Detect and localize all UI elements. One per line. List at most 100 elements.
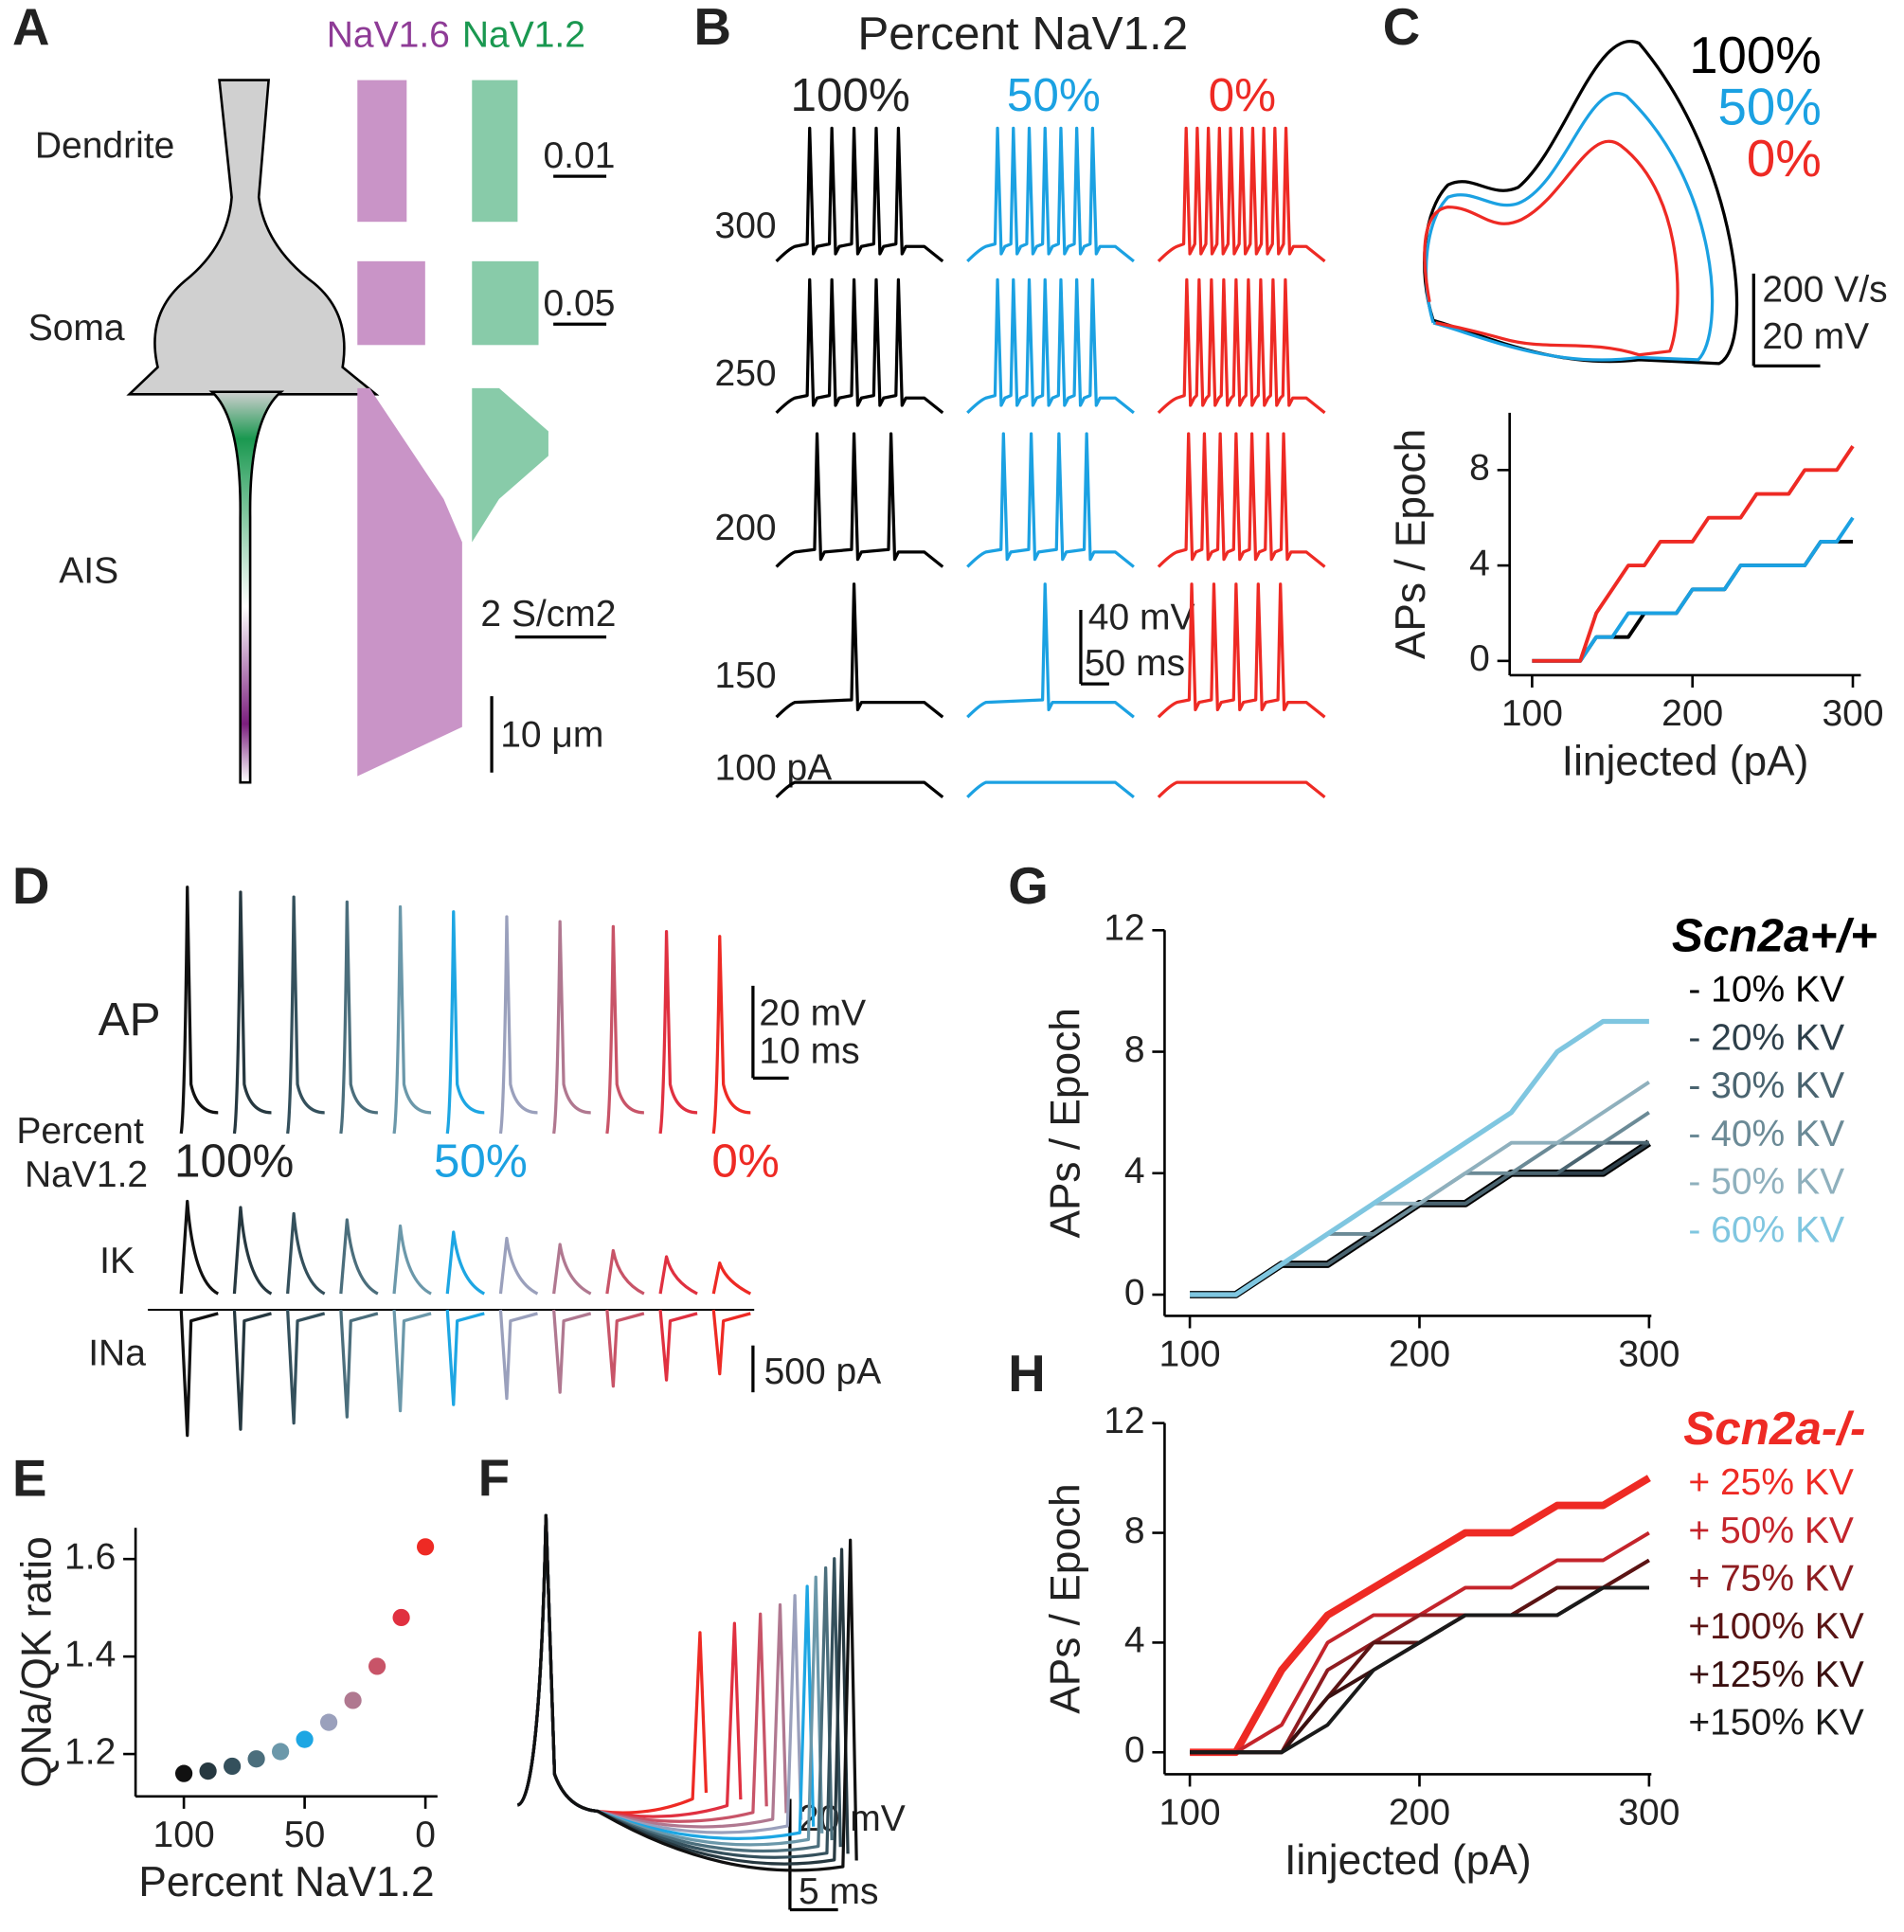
- series-line: [1532, 516, 1855, 663]
- y-axis-label: APs / Epoch: [1043, 1008, 1089, 1238]
- point: [296, 1730, 314, 1748]
- y-axis-label: APs / Epoch: [1043, 1483, 1089, 1713]
- series-line: [1190, 1141, 1650, 1297]
- legend-entry: + 75% KV: [1688, 1558, 1854, 1599]
- row-label: 200: [715, 508, 777, 548]
- panel-label: F: [478, 1450, 510, 1508]
- scale-label: 200 V/s: [1762, 270, 1887, 311]
- point: [344, 1691, 362, 1709]
- column-label: 50%: [434, 1136, 528, 1188]
- legend-entry: - 50% KV: [1688, 1162, 1844, 1203]
- series-line: [1190, 1475, 1651, 1757]
- trace: [966, 432, 1135, 568]
- y-tick-label: 8: [1124, 1511, 1145, 1551]
- y-tick-label: 1.4: [64, 1634, 116, 1674]
- trace: [775, 432, 944, 568]
- region-label: Dendrite: [35, 125, 174, 166]
- y-tick-label: 4: [1469, 543, 1490, 583]
- x-axis-label: Iinjected (pA): [1284, 1837, 1532, 1884]
- column-label: 0%: [711, 1136, 779, 1188]
- point: [271, 1743, 290, 1761]
- panel-label: G: [1008, 857, 1049, 915]
- x-tick-label: 300: [1618, 1793, 1679, 1834]
- x-tick-label: 0: [415, 1815, 436, 1855]
- trace: [179, 1199, 220, 1296]
- legend-entry: - 40% KV: [1688, 1114, 1844, 1154]
- trace: [605, 1248, 645, 1296]
- point: [368, 1657, 386, 1675]
- trace: [1157, 277, 1326, 415]
- x-tick-label: 200: [1389, 1334, 1450, 1375]
- trace: [711, 1309, 751, 1376]
- trace: [1157, 780, 1326, 799]
- trace: [445, 1309, 485, 1406]
- legend-entry: 0%: [1747, 130, 1822, 188]
- scale-label: 50 ms: [1085, 643, 1185, 684]
- trace: [1424, 92, 1715, 362]
- trace: [445, 910, 485, 1135]
- point: [247, 1750, 265, 1768]
- scale-label: 0.01: [543, 135, 615, 176]
- trace: [232, 1206, 273, 1296]
- point: [174, 1764, 193, 1782]
- point: [199, 1762, 217, 1780]
- x-tick-label: 100: [1159, 1334, 1221, 1375]
- trace: [775, 277, 944, 415]
- point: [392, 1608, 410, 1627]
- x-tick-label: 100: [1159, 1793, 1221, 1834]
- trace: [711, 935, 751, 1135]
- trace: [775, 780, 944, 799]
- trace-label: IK: [99, 1241, 135, 1281]
- trace: [966, 277, 1135, 415]
- trace: [658, 1309, 698, 1382]
- panel-label: E: [12, 1450, 46, 1508]
- row-label: 150: [715, 655, 777, 696]
- trace: [339, 1218, 379, 1296]
- column-label: 0%: [1209, 69, 1276, 121]
- trace: [179, 886, 219, 1135]
- scale-label: 2 S/cm2: [480, 594, 616, 635]
- row-label: 300: [715, 206, 777, 246]
- series-line: [1190, 1018, 1649, 1297]
- y-tick-label: 4: [1124, 1151, 1145, 1191]
- scale-label: 20 mV: [759, 993, 866, 1033]
- scale-bars: [490, 174, 1821, 1912]
- series-line: [1190, 1585, 1649, 1755]
- trace: [516, 1513, 858, 1872]
- legend-title: Scn2a+/+: [1672, 909, 1877, 961]
- y-tick-label: 12: [1104, 908, 1144, 949]
- panel-label: C: [1383, 0, 1420, 56]
- trace: [286, 1309, 326, 1425]
- trace: [286, 895, 325, 1135]
- trace: [392, 1224, 432, 1296]
- column-label: 100%: [790, 69, 909, 121]
- trace: [605, 1309, 645, 1388]
- y-tick-label: 8: [1469, 448, 1490, 489]
- trace: [775, 126, 944, 263]
- y-axis-label: QNa/QK ratio: [13, 1536, 60, 1787]
- x-tick-label: 200: [1662, 693, 1723, 734]
- panel-label: D: [12, 857, 49, 915]
- legend-entry: - 60% KV: [1688, 1209, 1844, 1250]
- scale-label: 500 pA: [764, 1351, 882, 1392]
- legend-entry: +100% KV: [1688, 1606, 1863, 1647]
- region-label: Soma: [28, 308, 125, 349]
- point: [223, 1757, 242, 1776]
- y-tick-label: 0: [1124, 1730, 1145, 1771]
- trace: [1423, 139, 1679, 357]
- trace: [711, 1261, 752, 1296]
- trace: [658, 929, 698, 1135]
- trace: [966, 126, 1135, 263]
- legend-entry: 100%: [1689, 27, 1822, 84]
- x-tick-label: 100: [1501, 693, 1563, 734]
- series-line: [1190, 1585, 1649, 1755]
- y-tick-label: 1.6: [64, 1536, 116, 1577]
- scale-label: 10 ms: [759, 1031, 859, 1072]
- region-label: AIS: [59, 550, 118, 591]
- legend-entry: - 30% KV: [1688, 1065, 1844, 1106]
- x-axis-label: Percent NaV1.2: [138, 1859, 434, 1905]
- neuron-diagram: [126, 79, 380, 784]
- trace: [658, 1255, 698, 1296]
- trace: [1157, 126, 1326, 263]
- legend-entry: + 50% KV: [1688, 1511, 1854, 1551]
